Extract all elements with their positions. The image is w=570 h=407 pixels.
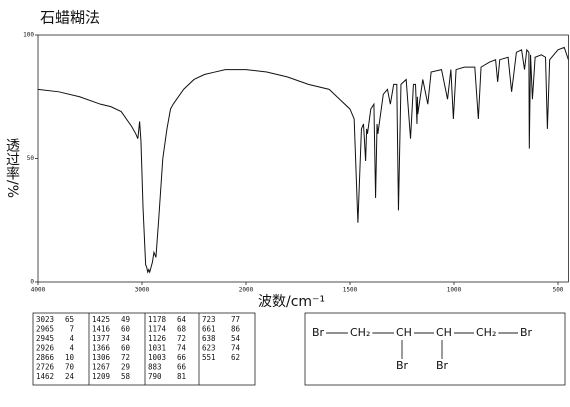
peak-transmittance: 74 bbox=[177, 344, 187, 353]
peak-wavenumber: 1174 bbox=[148, 325, 167, 334]
atom: CH bbox=[396, 326, 412, 339]
plot-frame bbox=[37, 34, 569, 283]
chart-title: 石蜡糊法 bbox=[40, 9, 100, 27]
peak-transmittance: 68 bbox=[177, 325, 187, 334]
peak-transmittance: 60 bbox=[121, 325, 131, 334]
x-tick-label: 3000 bbox=[135, 287, 150, 294]
x-axis-label: 波数/cm⁻¹ bbox=[258, 294, 325, 310]
peak-transmittance: 34 bbox=[121, 334, 131, 343]
peak-transmittance: 60 bbox=[121, 344, 131, 353]
peak-transmittance: 29 bbox=[121, 363, 130, 372]
peak-wavenumber: 2965 bbox=[36, 325, 54, 334]
peak-transmittance: 65 bbox=[65, 315, 74, 324]
y-tick-label: 0 bbox=[30, 279, 34, 286]
peak-transmittance: 66 bbox=[177, 363, 187, 372]
peak-transmittance: 86 bbox=[231, 325, 241, 334]
peak-wavenumber: 2866 bbox=[36, 353, 55, 362]
peak-table-frame bbox=[32, 312, 256, 386]
peak-wavenumber: 2945 bbox=[36, 334, 54, 343]
peak-wavenumber: 1178 bbox=[148, 315, 167, 324]
peak-wavenumber: 661 bbox=[202, 325, 216, 334]
peak-wavenumber: 1306 bbox=[92, 353, 111, 362]
peak-transmittance: 77 bbox=[231, 315, 240, 324]
peak-wavenumber: 2926 bbox=[36, 344, 55, 353]
atom: Br bbox=[520, 326, 533, 339]
peak-transmittance: 74 bbox=[231, 344, 241, 353]
peak-wavenumber: 883 bbox=[148, 363, 162, 372]
x-tick-label: 1500 bbox=[343, 287, 358, 294]
peak-wavenumber: 1126 bbox=[148, 334, 167, 343]
x-tick-label: 2000 bbox=[239, 287, 254, 294]
peak-transmittance: 7 bbox=[69, 325, 74, 334]
peak-wavenumber: 1031 bbox=[148, 344, 166, 353]
peak-wavenumber: 551 bbox=[202, 353, 216, 362]
peak-wavenumber: 1416 bbox=[92, 325, 111, 334]
peak-transmittance: 24 bbox=[65, 372, 75, 381]
spectrum-line bbox=[37, 46, 569, 274]
peak-wavenumber: 1267 bbox=[92, 363, 110, 372]
atom: Br bbox=[436, 359, 449, 372]
peak-transmittance: 72 bbox=[121, 353, 130, 362]
peak-wavenumber: 1462 bbox=[36, 372, 54, 381]
atom: Br bbox=[312, 326, 325, 339]
x-tick-label: 4000 bbox=[31, 287, 46, 294]
y-tick-label: 100 bbox=[23, 32, 34, 39]
structure-frame bbox=[304, 312, 566, 386]
peak-transmittance: 58 bbox=[121, 372, 131, 381]
peak-wavenumber: 1366 bbox=[92, 344, 111, 353]
peak-transmittance: 64 bbox=[177, 315, 187, 324]
x-tick-label: 500 bbox=[553, 287, 564, 294]
peak-wavenumber: 3023 bbox=[36, 315, 54, 324]
peak-transmittance: 4 bbox=[69, 334, 74, 343]
atom: CH₂ bbox=[350, 326, 370, 339]
y-axis-label: 透过率/% bbox=[4, 138, 20, 198]
x-tick-label: 1000 bbox=[447, 287, 462, 294]
peak-wavenumber: 1003 bbox=[148, 353, 166, 362]
atom: CH bbox=[436, 326, 452, 339]
peak-transmittance: 49 bbox=[121, 315, 130, 324]
peak-transmittance: 70 bbox=[65, 363, 75, 372]
peak-transmittance: 4 bbox=[69, 344, 74, 353]
peak-transmittance: 54 bbox=[231, 334, 241, 343]
peak-transmittance: 66 bbox=[177, 353, 187, 362]
peak-wavenumber: 623 bbox=[202, 344, 216, 353]
peak-transmittance: 10 bbox=[65, 353, 75, 362]
peak-transmittance: 81 bbox=[177, 372, 186, 381]
peak-wavenumber: 1377 bbox=[92, 334, 110, 343]
atom: CH₂ bbox=[476, 326, 496, 339]
peak-transmittance: 62 bbox=[231, 353, 240, 362]
y-tick-label: 50 bbox=[27, 155, 35, 162]
peak-wavenumber: 2726 bbox=[36, 363, 55, 372]
peak-wavenumber: 723 bbox=[202, 315, 216, 324]
peak-wavenumber: 638 bbox=[202, 334, 216, 343]
atom: Br bbox=[396, 359, 409, 372]
peak-wavenumber: 790 bbox=[148, 372, 162, 381]
peak-wavenumber: 1425 bbox=[92, 315, 110, 324]
peak-transmittance: 72 bbox=[177, 334, 186, 343]
peak-wavenumber: 1209 bbox=[92, 372, 110, 381]
